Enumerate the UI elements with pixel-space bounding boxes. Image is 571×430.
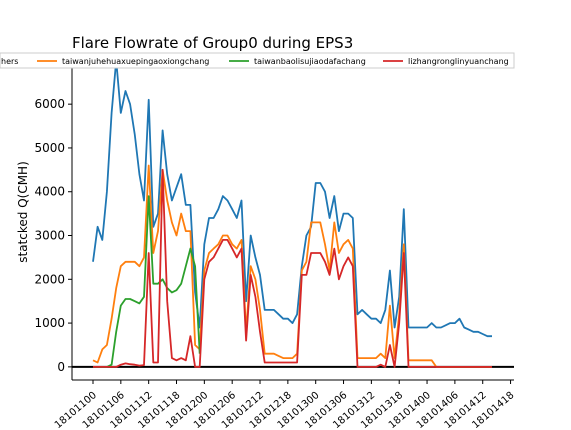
legend-box — [0, 52, 515, 69]
series-lines — [92, 59, 492, 368]
legend-label: taiwanbaolisujiaodafachang — [254, 57, 366, 66]
y-tick-label: 5000 — [34, 141, 65, 155]
y-tick-label: 3000 — [34, 229, 65, 243]
series-line-taiwanjuhehuaxuepingaoxiongchang — [92, 164, 492, 368]
y-axis-label: statcked Q(CMH) — [16, 161, 30, 263]
y-tick-label: 1000 — [34, 316, 65, 330]
series-line-lizhangronglinyuanchang — [93, 168, 492, 368]
legend-label: hers — [1, 57, 18, 66]
y-tick-label: 2000 — [34, 272, 65, 286]
y-tick-label: 0 — [57, 360, 65, 374]
chart-title: Flare Flowrate of Group0 during EPS3 — [72, 34, 353, 52]
legend: hers taiwanjuhehuaxuepingaoxiongchang taiw… — [0, 52, 515, 69]
y-tick-label: 4000 — [34, 185, 65, 199]
series-line-hers — [92, 59, 492, 338]
x-ticks: 1810110018101106181011121810111818101200… — [53, 380, 516, 430]
y-tick-label: 6000 — [34, 97, 65, 111]
series-line-taiwanbaolisujiaodafachang — [93, 195, 201, 368]
plot-area — [71, 56, 514, 381]
legend-label: lizhangronglinyuanchang — [408, 57, 509, 66]
legend-label: taiwanjuhehuaxuepingaoxiongchang — [62, 57, 209, 66]
y-ticks: 01000200030004000500060007000 — [34, 53, 72, 374]
